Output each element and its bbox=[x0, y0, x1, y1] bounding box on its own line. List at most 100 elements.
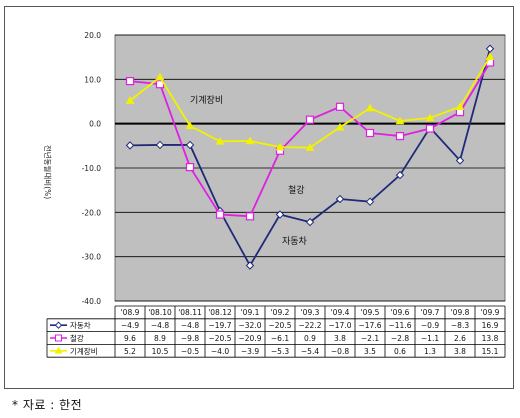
data-point bbox=[245, 212, 255, 221]
table-value: −17.6 bbox=[359, 321, 382, 330]
table-value: 1.3 bbox=[424, 347, 436, 356]
data-point bbox=[215, 136, 225, 145]
data-point bbox=[335, 102, 345, 111]
y-tick-label: 0.0 bbox=[89, 120, 101, 129]
table-value: 8.9 bbox=[154, 334, 166, 343]
annotation-label: 기계장비 bbox=[190, 94, 223, 106]
y-tick-label: -40.0 bbox=[82, 297, 102, 306]
table-value: 15.1 bbox=[482, 347, 499, 356]
annotation-label: 철강 bbox=[288, 185, 305, 196]
data-point bbox=[425, 124, 435, 133]
y-tick-label: -10.0 bbox=[82, 164, 102, 173]
legend-marker bbox=[54, 346, 63, 354]
data-point bbox=[215, 210, 225, 219]
table-value: −1.1 bbox=[421, 334, 439, 343]
table-value: −6.1 bbox=[271, 334, 289, 343]
table-value: 2.6 bbox=[454, 334, 466, 343]
source-note: * 자료 : 한전 bbox=[12, 398, 83, 412]
data-point bbox=[125, 141, 135, 150]
legend-label: 자동차 bbox=[70, 321, 91, 330]
x-tick-label: '09.9 bbox=[481, 308, 500, 317]
table-value: 5.2 bbox=[124, 347, 136, 356]
x-tick-label: '09.2 bbox=[271, 308, 290, 317]
data-point bbox=[365, 128, 375, 138]
table-value: −22.2 bbox=[299, 321, 322, 330]
data-point bbox=[305, 115, 315, 124]
y-tick-label: 10.0 bbox=[84, 75, 101, 84]
table-value: −9.8 bbox=[181, 334, 199, 343]
chart-frame: 20.0 10.0 0.0 -10.0 -20.0 -30.0 -40.0 전년동월대비(%)… bbox=[4, 6, 514, 389]
x-tick-label: '08.9 bbox=[121, 308, 140, 317]
data-point bbox=[155, 72, 165, 81]
x-tick-label: '09.8 bbox=[451, 308, 470, 317]
x-tick-label: '09.1 bbox=[241, 308, 260, 317]
data-point bbox=[185, 163, 195, 172]
table-value: −5.4 bbox=[301, 347, 319, 356]
table-value: 0.9 bbox=[304, 334, 316, 343]
table-value: −17.0 bbox=[329, 321, 352, 330]
y-tick-label: 20.0 bbox=[84, 31, 101, 40]
y-axis-label: 전년동월대비(%) bbox=[43, 145, 53, 199]
table-value: −20.5 bbox=[269, 321, 292, 330]
table-value: −5.3 bbox=[271, 347, 289, 356]
legend-label: 기계장비 bbox=[70, 346, 98, 356]
data-point bbox=[335, 122, 345, 131]
x-tick-label: '09.7 bbox=[421, 308, 440, 317]
table-value: −0.5 bbox=[181, 347, 199, 356]
data-point bbox=[275, 210, 285, 219]
data-point bbox=[245, 261, 255, 270]
x-tick-label: '09.4 bbox=[331, 308, 350, 317]
x-tick-label: '09.6 bbox=[391, 308, 410, 317]
data-point bbox=[185, 121, 195, 130]
table-value: −2.8 bbox=[391, 334, 409, 343]
table-value: 13.8 bbox=[482, 334, 499, 343]
table-value: −20.9 bbox=[239, 334, 262, 343]
table-value: −0.8 bbox=[331, 347, 349, 356]
data-point bbox=[155, 140, 165, 150]
y-tick-label: -20.0 bbox=[82, 208, 102, 217]
data-point bbox=[365, 103, 375, 112]
data-point bbox=[185, 140, 195, 150]
legend-label: 철강 bbox=[70, 333, 84, 343]
x-tick-label: '09.3 bbox=[301, 308, 320, 317]
data-point bbox=[125, 96, 135, 104]
data-point bbox=[395, 170, 405, 180]
data-point bbox=[125, 77, 135, 86]
table-value: −4.9 bbox=[121, 321, 139, 330]
data-point bbox=[455, 102, 465, 111]
data-point bbox=[275, 142, 285, 151]
table-value: 10.5 bbox=[152, 347, 169, 356]
table-value: −4.8 bbox=[181, 321, 199, 330]
data-point bbox=[425, 113, 435, 122]
data-point bbox=[455, 156, 465, 165]
table-value: 3.5 bbox=[364, 347, 376, 356]
data-point bbox=[305, 217, 315, 227]
table-value: −4.0 bbox=[211, 347, 229, 356]
x-tick-label: '08.10 bbox=[148, 308, 172, 317]
legend-marker bbox=[54, 321, 63, 329]
table-value: 9.6 bbox=[124, 334, 136, 343]
x-tick-label: '08.12 bbox=[208, 308, 232, 317]
table-value: −0.9 bbox=[421, 321, 439, 330]
table-value: −3.9 bbox=[241, 347, 259, 356]
data-point bbox=[305, 143, 315, 151]
x-tick-label: '09.5 bbox=[361, 308, 380, 317]
data-point bbox=[395, 116, 405, 125]
data-point bbox=[245, 136, 255, 145]
table-value: −32.0 bbox=[239, 321, 262, 330]
table-value: −4.8 bbox=[151, 321, 169, 330]
legend-marker bbox=[55, 334, 62, 342]
annotation-label: 자동차 bbox=[282, 235, 308, 247]
data-point bbox=[335, 194, 345, 204]
data-point bbox=[395, 131, 405, 141]
table-value: −19.7 bbox=[209, 321, 232, 330]
table-value: 3.8 bbox=[334, 334, 346, 343]
table-value: 3.8 bbox=[454, 347, 466, 356]
data-point bbox=[365, 197, 375, 206]
table-value: 16.9 bbox=[482, 321, 499, 330]
x-tick-label: '08.11 bbox=[178, 308, 202, 317]
y-tick-label: -30.0 bbox=[82, 253, 102, 262]
table-value: −8.3 bbox=[451, 321, 469, 330]
table-value: −11.6 bbox=[389, 321, 412, 330]
table-value: −20.5 bbox=[209, 334, 232, 343]
